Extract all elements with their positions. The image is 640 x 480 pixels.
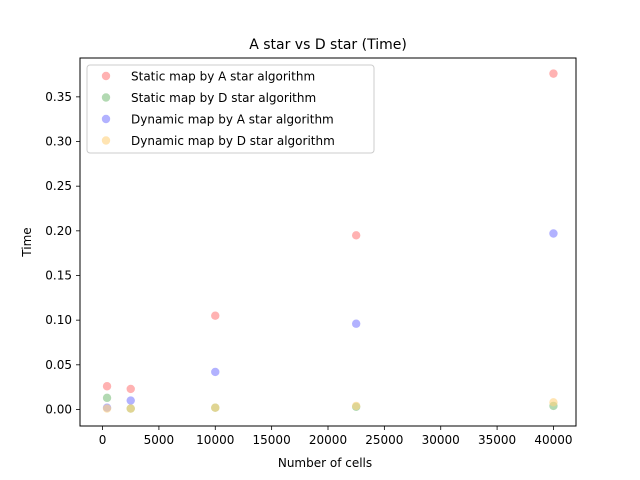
y-tick-label: 0.25 — [45, 179, 72, 193]
x-tick-label: 40000 — [534, 433, 572, 447]
x-tick-label: 30000 — [422, 433, 460, 447]
legend-label: Static map by A star algorithm — [131, 70, 315, 84]
x-tick-label: 15000 — [253, 433, 291, 447]
y-tick-label: 0.20 — [45, 224, 72, 238]
plot-area: 0 5000 10000 15000 20000 25000 30000 35000 40000… — [45, 57, 577, 447]
scatter-point — [549, 398, 558, 407]
scatter-point — [102, 382, 112, 391]
scatter-point — [126, 384, 135, 394]
legend-label: Static map by D star algorithm — [131, 91, 316, 105]
y-tick-label: 0.05 — [45, 358, 72, 372]
y-tick-label: 0.35 — [45, 90, 72, 104]
scatter-point — [126, 396, 135, 405]
y-tick-label: 0.10 — [45, 313, 72, 327]
x-tick-label: 10000 — [196, 433, 234, 447]
scatter-point — [351, 401, 361, 411]
y-axis-label: Time — [20, 227, 34, 257]
legend-marker — [101, 71, 111, 81]
scatter-point — [549, 229, 558, 238]
x-tick-label: 35000 — [478, 433, 516, 447]
chart-title: A star vs D star (Time) — [249, 37, 407, 53]
scatter-point — [549, 69, 558, 78]
scatter-point — [102, 404, 112, 413]
scatter-point — [126, 404, 135, 413]
legend-marker — [101, 136, 111, 145]
scatter-point — [351, 319, 361, 328]
y-tick-label: 0.15 — [45, 268, 72, 282]
scatter-point — [102, 393, 112, 403]
legend-label: Dynamic map by A star algorithm — [131, 113, 334, 127]
scatter-point — [211, 403, 220, 412]
y-tick-label: 0.00 — [45, 402, 72, 416]
legend-marker — [101, 114, 111, 124]
x-tick-label: 20000 — [309, 433, 347, 447]
scatter-point — [211, 311, 220, 320]
scatter-point — [211, 367, 220, 377]
scatter-point — [351, 231, 361, 240]
y-tick-label: 0.30 — [45, 135, 72, 149]
legend-label: Dynamic map by D star algorithm — [131, 134, 335, 148]
x-tick-label: 25000 — [365, 433, 403, 447]
legend-box — [86, 64, 375, 154]
x-tick-label: 0 — [99, 433, 107, 447]
legend-marker — [101, 93, 111, 102]
x-axis-label: Number of cells — [278, 456, 372, 470]
x-tick-label: 5000 — [144, 433, 175, 447]
